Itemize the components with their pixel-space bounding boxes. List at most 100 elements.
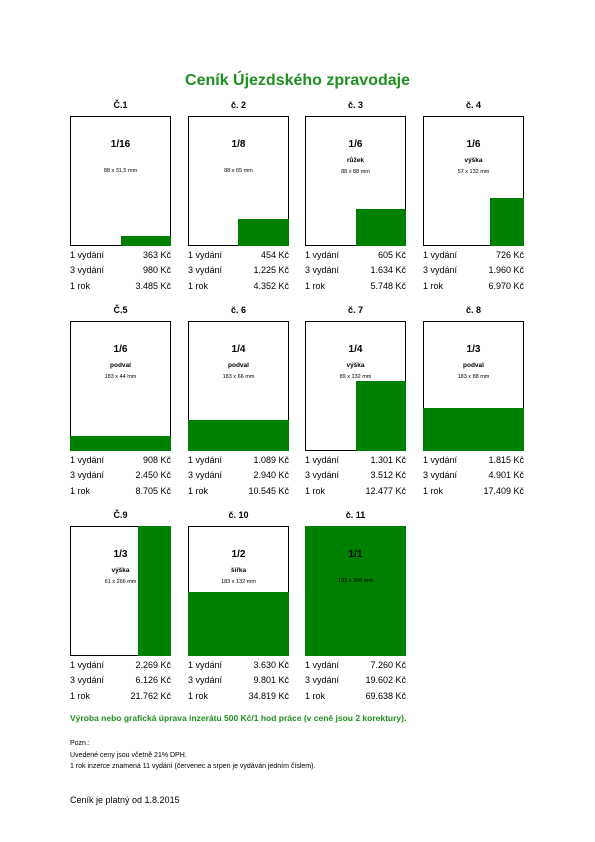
ad-number: č. 8	[465, 305, 481, 315]
ad-area	[356, 209, 406, 246]
price-label: 1 rok	[305, 281, 326, 291]
production-note: Výroba nebo grafická úprava inzerátu 500…	[70, 713, 407, 723]
price-value: 1.815 Kč	[488, 455, 524, 465]
price-label: 1 vydání	[70, 455, 105, 465]
ad-variant: výška	[464, 157, 483, 164]
price-value: 1.960 Kč	[488, 265, 524, 275]
ad-fraction: 1/6	[113, 344, 128, 355]
ad-dimensions: 88 x 88 mm	[341, 169, 370, 175]
ad-variant: růžek	[347, 157, 364, 164]
ad-area	[70, 436, 171, 451]
ad-fraction: 1/6	[466, 139, 481, 150]
price-value: 9.801 Kč	[253, 675, 289, 685]
price-value: 1.301 Kč	[370, 455, 406, 465]
price-value: 2.269 Kč	[135, 660, 171, 670]
price-value: 1.634 Kč	[370, 265, 406, 275]
price-label: 3 vydání	[70, 265, 105, 275]
ad-dimensions: 183 x 88 mm	[457, 374, 490, 380]
price-value: 1.225 Kč	[253, 265, 289, 275]
ad-fraction: 1/1	[348, 549, 363, 560]
ad-variant: podval	[463, 362, 484, 369]
ad-dimensions: 88 x 31,5 mm	[103, 168, 138, 174]
price-label: 1 rok	[305, 691, 326, 701]
price-label: 1 rok	[188, 281, 209, 291]
price-label: 3 vydání	[423, 265, 458, 275]
price-label: 1 rok	[70, 691, 91, 701]
price-value: 5.748 Kč	[370, 281, 406, 291]
price-label: 3 vydání	[188, 675, 223, 685]
ad-box: 1/2 šířka 183 x 132 mm	[188, 526, 289, 656]
price-label: 3 vydání	[188, 265, 223, 275]
price-value: 3.512 Kč	[370, 470, 406, 480]
price-label: 1 vydání	[305, 455, 340, 465]
ad-number: Č.1	[113, 100, 128, 110]
price-label: 1 vydání	[70, 660, 105, 670]
ad-number: Č.9	[113, 510, 128, 520]
price-label: 1 rok	[188, 691, 209, 701]
ad-box: 1/16 88 x 31,5 mm	[70, 116, 171, 246]
ad-box: 1/3 podval 183 x 88 mm	[423, 321, 524, 451]
ad-area	[490, 198, 524, 246]
ad-dimensions: 61 x 266 mm	[104, 579, 137, 585]
ad-fraction: 1/6	[348, 139, 363, 150]
ad-variant: podval	[228, 362, 249, 369]
ad-box: 1/1 183 x 266 mm	[305, 526, 406, 656]
note-line: 1 rok inzerce znamená 11 vydání (červene…	[70, 763, 316, 770]
ad-fraction: 1/16	[110, 139, 131, 150]
ad-area	[238, 219, 289, 246]
price-label: 1 vydání	[70, 250, 105, 260]
price-value: 12.477 Kč	[365, 486, 406, 496]
ad-fraction: 1/3	[466, 344, 481, 355]
price-value: 3.630 Kč	[253, 660, 289, 670]
ad-number: č. 4	[465, 100, 481, 110]
price-value: 2.940 Kč	[253, 470, 289, 480]
ad-number: č. 10	[228, 510, 249, 520]
price-value: 454 Kč	[260, 250, 289, 260]
price-value: 908 Kč	[142, 455, 171, 465]
price-label: 3 vydání	[423, 470, 458, 480]
ad-box: 1/4 podval 183 x 66 mm	[188, 321, 289, 451]
price-value: 726 Kč	[495, 250, 524, 260]
price-value: 2.450 Kč	[135, 470, 171, 480]
ad-box: 1/6 podval 183 x 44 mm	[70, 321, 171, 451]
ad-area	[305, 526, 406, 656]
price-value: 1.089 Kč	[253, 455, 289, 465]
price-label: 3 vydání	[188, 470, 223, 480]
price-value: 605 Kč	[377, 250, 406, 260]
ad-fraction: 1/2	[231, 549, 246, 560]
ad-dimensions: 183 x 132 mm	[221, 579, 256, 585]
price-value: 363 Kč	[142, 250, 171, 260]
price-label: 1 rok	[305, 486, 326, 496]
ad-fraction: 1/8	[231, 139, 246, 150]
price-value: 6.126 Kč	[135, 675, 171, 685]
price-value: 6.970 Kč	[488, 281, 524, 291]
price-value: 19.602 Kč	[365, 675, 406, 685]
ad-fraction: 1/4	[231, 344, 246, 355]
price-label: 3 vydání	[70, 675, 105, 685]
ad-number: č. 7	[347, 305, 363, 315]
ad-box: 1/6 růžek 88 x 88 mm	[305, 116, 406, 246]
price-value: 69.638 Kč	[365, 691, 406, 701]
notes-heading: Pozn.:	[70, 740, 90, 747]
ad-dimensions: 57 x 132 mm	[457, 169, 490, 175]
price-label: 3 vydání	[70, 470, 105, 480]
title: Ceník Újezdského zpravodaje	[185, 72, 410, 89]
ad-area	[121, 236, 171, 246]
ad-area	[423, 408, 524, 451]
ad-variant: výška	[346, 362, 365, 369]
footer: Ceník je platný od 1.8.2015	[70, 795, 180, 805]
price-value: 4.901 Kč	[488, 470, 524, 480]
price-label: 1 rok	[423, 281, 444, 291]
ad-variant: podval	[110, 362, 131, 369]
ad-box: 1/8 88 x 65 mm	[188, 116, 289, 246]
price-value: 980 Kč	[142, 265, 171, 275]
ad-variant: výška	[111, 567, 130, 574]
price-value: 10.545 Kč	[248, 486, 289, 496]
ad-area	[188, 592, 289, 656]
ad-area	[188, 420, 289, 451]
ad-dimensions: 183 x 44 mm	[104, 374, 137, 380]
price-value: 7.260 Kč	[370, 660, 406, 670]
ad-number: č. 6	[230, 305, 246, 315]
price-label: 1 rok	[70, 281, 91, 291]
